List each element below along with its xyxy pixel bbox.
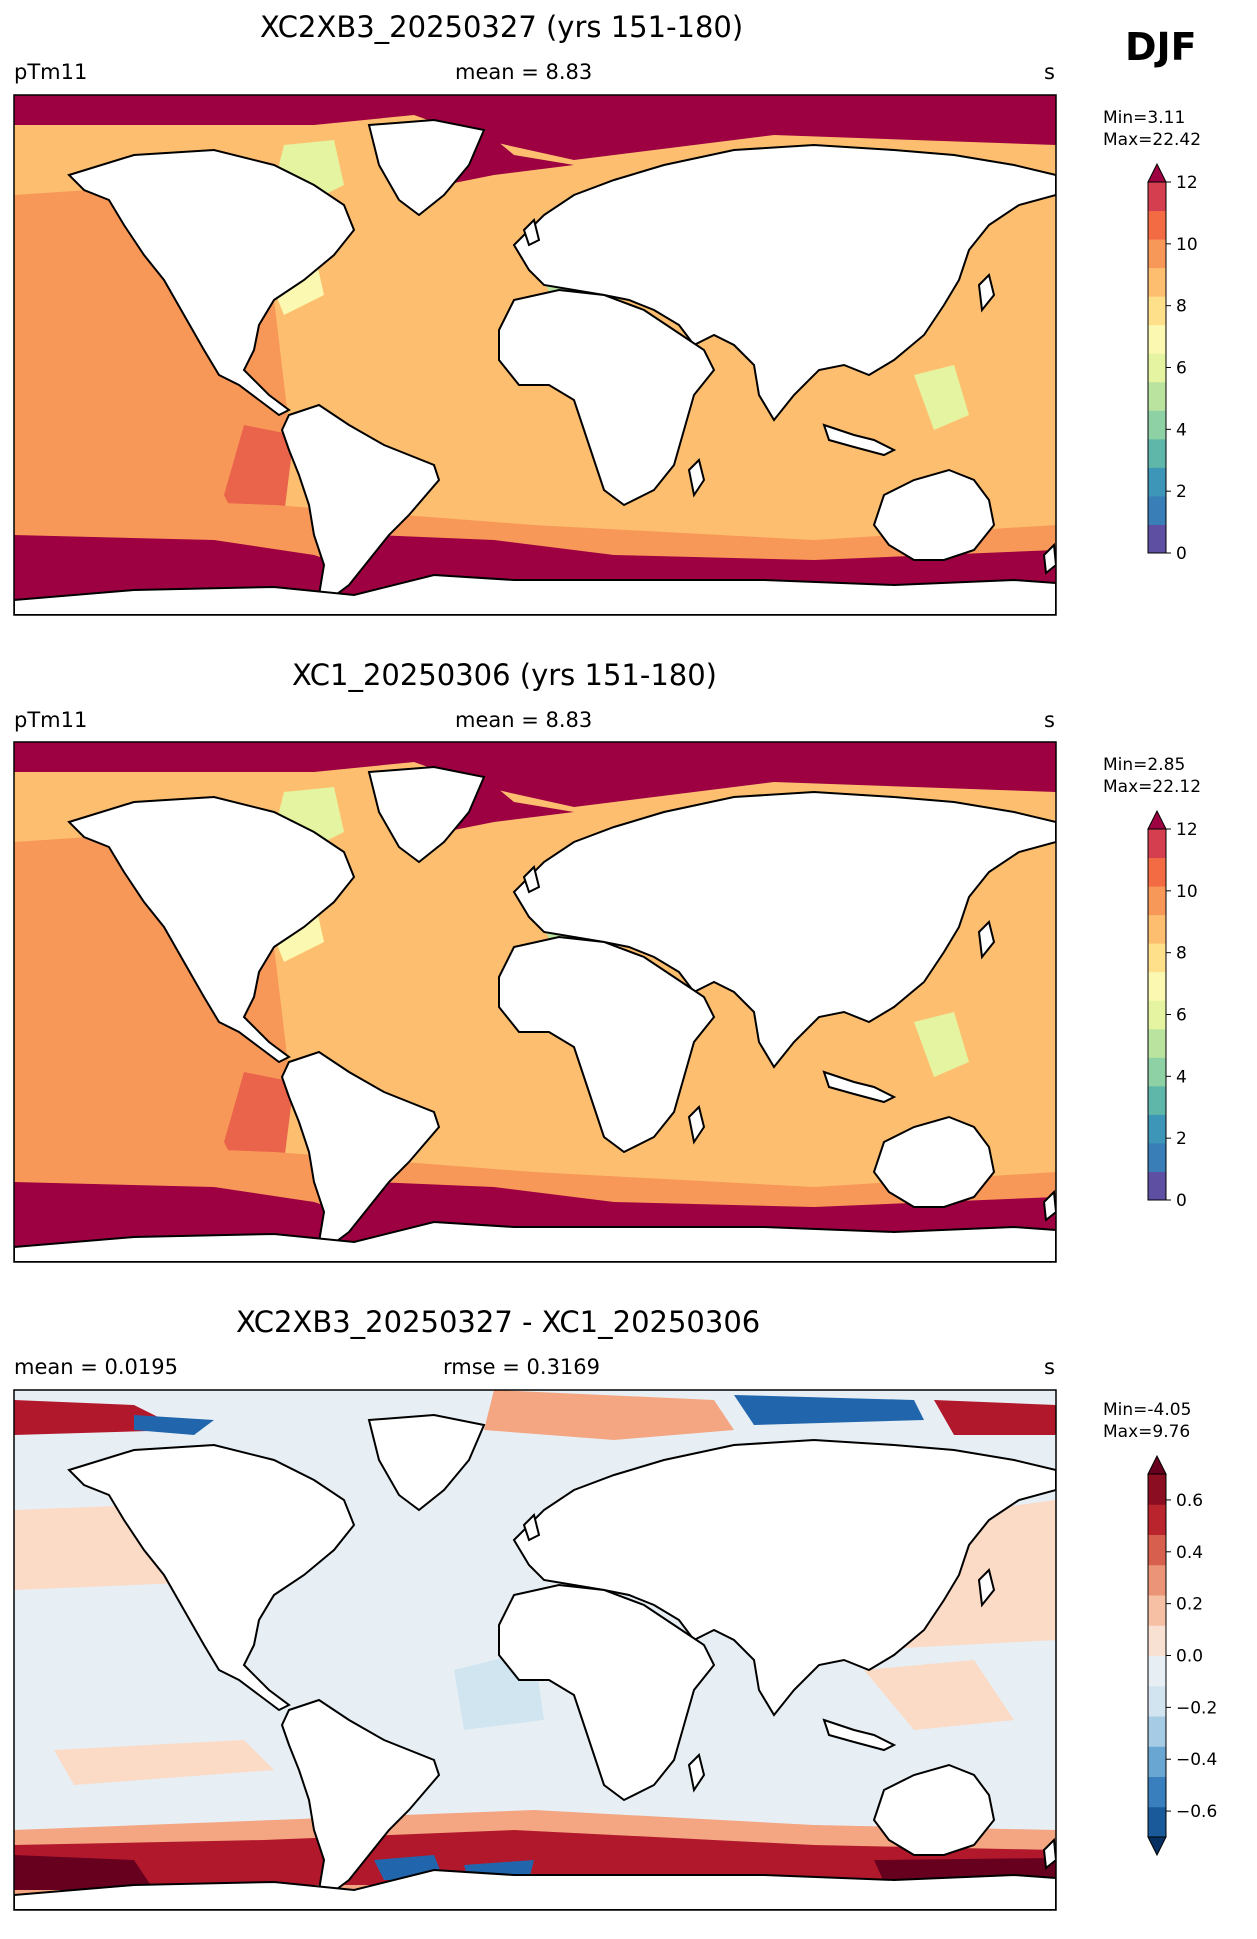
colorbar-segment — [1148, 1000, 1166, 1030]
colorbar-segment — [1148, 410, 1166, 440]
panel2-max-label: Max=22.12 — [1103, 777, 1202, 797]
colorbar-segment — [1148, 1746, 1166, 1777]
panel1-units-label: s — [1044, 60, 1055, 84]
panel2-mean-label: mean = 8.83 — [455, 708, 593, 732]
colorbar-segment — [1148, 1142, 1166, 1172]
panel1-colorbar: 0 2 4 6 8 10 12 — [1147, 162, 1198, 564]
colorbar-segment — [1148, 296, 1166, 326]
panel3-map — [13, 1389, 1057, 1911]
colorbar-extend-high — [1147, 1454, 1167, 1475]
colorbar-tick-label: 4 — [1176, 420, 1187, 440]
colorbar-tick-label: 8 — [1176, 297, 1187, 317]
colorbar-segment — [1148, 210, 1166, 240]
panel2-colorbar: 0 2 4 6 8 10 12 — [1147, 809, 1198, 1211]
panel1-map — [13, 94, 1057, 616]
colorbar-tick-label: 0.6 — [1176, 1491, 1203, 1511]
panel2-title: XC1_20250306 (yrs 151-180) — [292, 658, 717, 692]
panel3-max-label: Max=9.76 — [1103, 1422, 1191, 1442]
colorbar-segment — [1148, 524, 1166, 554]
colorbar-segment — [1148, 1564, 1166, 1596]
colorbar-segment — [1148, 1057, 1166, 1087]
colorbar-extend-high — [1147, 162, 1167, 183]
colorbar-segment — [1148, 1655, 1166, 1687]
colorbar-segment — [1148, 829, 1166, 859]
colorbar-segment — [1148, 467, 1166, 497]
panel3-mean-label: mean = 0.0195 — [14, 1355, 178, 1379]
panel2-map — [13, 741, 1057, 1263]
panel1-title: XC2XB3_20250327 (yrs 151-180) — [260, 10, 744, 44]
panel1-min-label: Min=3.11 — [1103, 108, 1186, 128]
colorbar-tick-label: 2 — [1176, 482, 1187, 502]
colorbar-tick-label: 8 — [1176, 944, 1187, 964]
colorbar-tick-label: 0.0 — [1176, 1647, 1203, 1667]
colorbar-segment — [1148, 886, 1166, 916]
colorbar-tick-label: 12 — [1176, 820, 1198, 840]
colorbar-segment — [1148, 1595, 1166, 1626]
colorbar-segment — [1148, 239, 1166, 269]
colorbar-tick-label: 0 — [1176, 544, 1187, 564]
panel3-title: XC2XB3_20250327 - XC1_20250306 — [236, 1305, 761, 1339]
colorbar-segment — [1148, 438, 1166, 468]
colorbar-segment — [1148, 1171, 1166, 1201]
colorbar-segment — [1148, 495, 1166, 525]
colorbar-tick-label: 12 — [1176, 173, 1198, 193]
colorbar-segment — [1148, 1114, 1166, 1144]
colorbar-segment — [1148, 971, 1166, 1001]
panel3-units-label: s — [1044, 1355, 1055, 1379]
colorbar-segment — [1148, 324, 1166, 354]
colorbar-segment — [1148, 914, 1166, 944]
colorbar-segment — [1148, 182, 1166, 212]
panel1-variable-label: pTm11 — [14, 60, 88, 84]
colorbar-tick-label: 10 — [1176, 235, 1198, 255]
colorbar-segment — [1148, 1534, 1166, 1566]
colorbar-segment — [1148, 1028, 1166, 1058]
colorbar-tick-label: 6 — [1176, 1006, 1187, 1026]
colorbar-segment — [1148, 1776, 1166, 1808]
colorbar-tick-label: 4 — [1176, 1067, 1187, 1087]
colorbar-segment — [1148, 1085, 1166, 1115]
panel2-units-label: s — [1044, 708, 1055, 732]
panel3-min-label: Min=-4.05 — [1103, 1400, 1192, 1420]
colorbar-segment — [1148, 353, 1166, 383]
colorbar-segment — [1148, 381, 1166, 411]
colorbar-segment — [1148, 1474, 1166, 1505]
colorbar-segment — [1148, 1806, 1166, 1838]
colorbar-tick-label: 0.2 — [1176, 1595, 1203, 1615]
colorbar-segment — [1148, 943, 1166, 973]
colorbar-tick-label: 0.4 — [1176, 1543, 1203, 1563]
colorbar-tick-label: 2 — [1176, 1129, 1187, 1149]
panel2-variable-label: pTm11 — [14, 708, 88, 732]
colorbar-extend-low — [1147, 1836, 1167, 1857]
colorbar-extend-high — [1147, 809, 1167, 830]
panel3-rmse-label: rmse = 0.3169 — [443, 1355, 601, 1379]
colorbar-segment — [1148, 1685, 1166, 1717]
colorbar-segment — [1148, 1625, 1166, 1656]
panel1-mean-label: mean = 8.83 — [455, 60, 593, 84]
colorbar-segment — [1148, 1716, 1166, 1747]
colorbar-tick-label: −0.2 — [1176, 1698, 1217, 1718]
colorbar-segment — [1148, 857, 1166, 887]
colorbar-segment — [1148, 1504, 1166, 1535]
panel1-max-label: Max=22.42 — [1103, 130, 1202, 150]
colorbar-tick-label: 6 — [1176, 359, 1187, 379]
colorbar-tick-label: 0 — [1176, 1191, 1187, 1211]
panel2-min-label: Min=2.85 — [1103, 755, 1186, 775]
panel3-colorbar: −0.6 −0.4 −0.2 0.0 0.2 0.4 0.6 — [1147, 1454, 1217, 1857]
colorbar-segment — [1148, 267, 1166, 297]
season-label: DJF — [1125, 25, 1197, 69]
colorbar-tick-label: 10 — [1176, 882, 1198, 902]
colorbar-tick-label: −0.4 — [1176, 1750, 1217, 1770]
colorbar-tick-label: −0.6 — [1176, 1802, 1217, 1822]
